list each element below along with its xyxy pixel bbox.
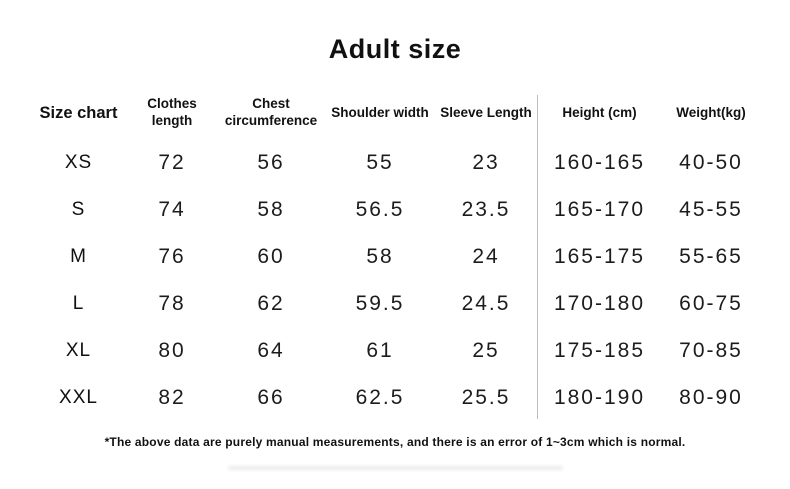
- row-l-clothes-length: 78: [158, 291, 186, 315]
- row-m-weight: 55-65: [679, 244, 743, 268]
- header-size-chart: Size chart: [39, 103, 118, 122]
- row-m-size-label: M: [70, 245, 87, 267]
- row-xxl-clothes-length: 82: [158, 385, 186, 409]
- row-xxl-height: 180-190: [553, 385, 646, 409]
- row-xs-weight: 40-50: [679, 150, 743, 174]
- row-xxl-sleeve: 25.5: [461, 385, 511, 409]
- row-xl-clothes-length: 80: [158, 338, 186, 362]
- row-xxl-shoulder: 62.5: [355, 385, 405, 409]
- row-l-height: 170-180: [553, 291, 646, 315]
- cutoff-text-artifact: [228, 466, 563, 470]
- header-chest-circumference: Chest circumference: [224, 96, 318, 128]
- row-s-weight: 45-55: [679, 197, 743, 221]
- row-xl-size-label: XL: [65, 339, 92, 361]
- measurement-disclaimer: *The above data are purely manual measur…: [104, 435, 686, 449]
- row-xs-chest: 56: [257, 150, 285, 174]
- row-m-shoulder: 58: [366, 244, 394, 268]
- row-l-sleeve: 24.5: [461, 291, 511, 315]
- row-xl-sleeve: 25: [472, 338, 500, 362]
- row-xl-chest: 64: [257, 338, 285, 362]
- row-xxl-size-label: XXL: [59, 386, 98, 408]
- row-s-shoulder: 56.5: [355, 197, 405, 221]
- row-s-height: 165-170: [553, 197, 646, 221]
- row-m-height: 165-175: [553, 244, 646, 268]
- size-table: Size chart Clothes length Chest circumfe…: [30, 87, 760, 421]
- row-l-chest: 62: [257, 291, 285, 315]
- row-xl-height: 175-185: [553, 338, 646, 362]
- row-m-sleeve: 24: [472, 244, 500, 268]
- header-weight: Weight(kg): [676, 104, 746, 120]
- row-xxl-weight: 80-90: [679, 385, 743, 409]
- page-title: Adult size: [328, 34, 462, 64]
- row-xs-height: 160-165: [553, 150, 646, 174]
- row-xs-sleeve: 23: [472, 150, 500, 174]
- row-s-size-label: S: [71, 198, 86, 220]
- header-height: Height (cm): [562, 104, 637, 120]
- header-shoulder-width: Shoulder width: [331, 104, 429, 120]
- row-s-chest: 58: [257, 197, 285, 221]
- row-m-chest: 60: [257, 244, 285, 268]
- row-xs-shoulder: 55: [366, 150, 394, 174]
- row-s-sleeve: 23.5: [461, 197, 511, 221]
- row-l-weight: 60-75: [679, 291, 743, 315]
- row-xxl-chest: 66: [257, 385, 285, 409]
- row-xs-size-label: XS: [64, 151, 93, 173]
- header-clothes-length: Clothes length: [147, 96, 197, 128]
- header-sleeve-length: Sleeve Length: [440, 104, 532, 120]
- row-l-size-label: L: [72, 292, 85, 314]
- row-xs-clothes-length: 72: [158, 150, 186, 174]
- row-xl-weight: 70-85: [679, 338, 743, 362]
- row-l-shoulder: 59.5: [355, 291, 405, 315]
- row-xl-shoulder: 61: [366, 338, 394, 362]
- row-m-clothes-length: 76: [158, 244, 186, 268]
- vertical-divider: [537, 95, 538, 419]
- row-s-clothes-length: 74: [158, 197, 186, 221]
